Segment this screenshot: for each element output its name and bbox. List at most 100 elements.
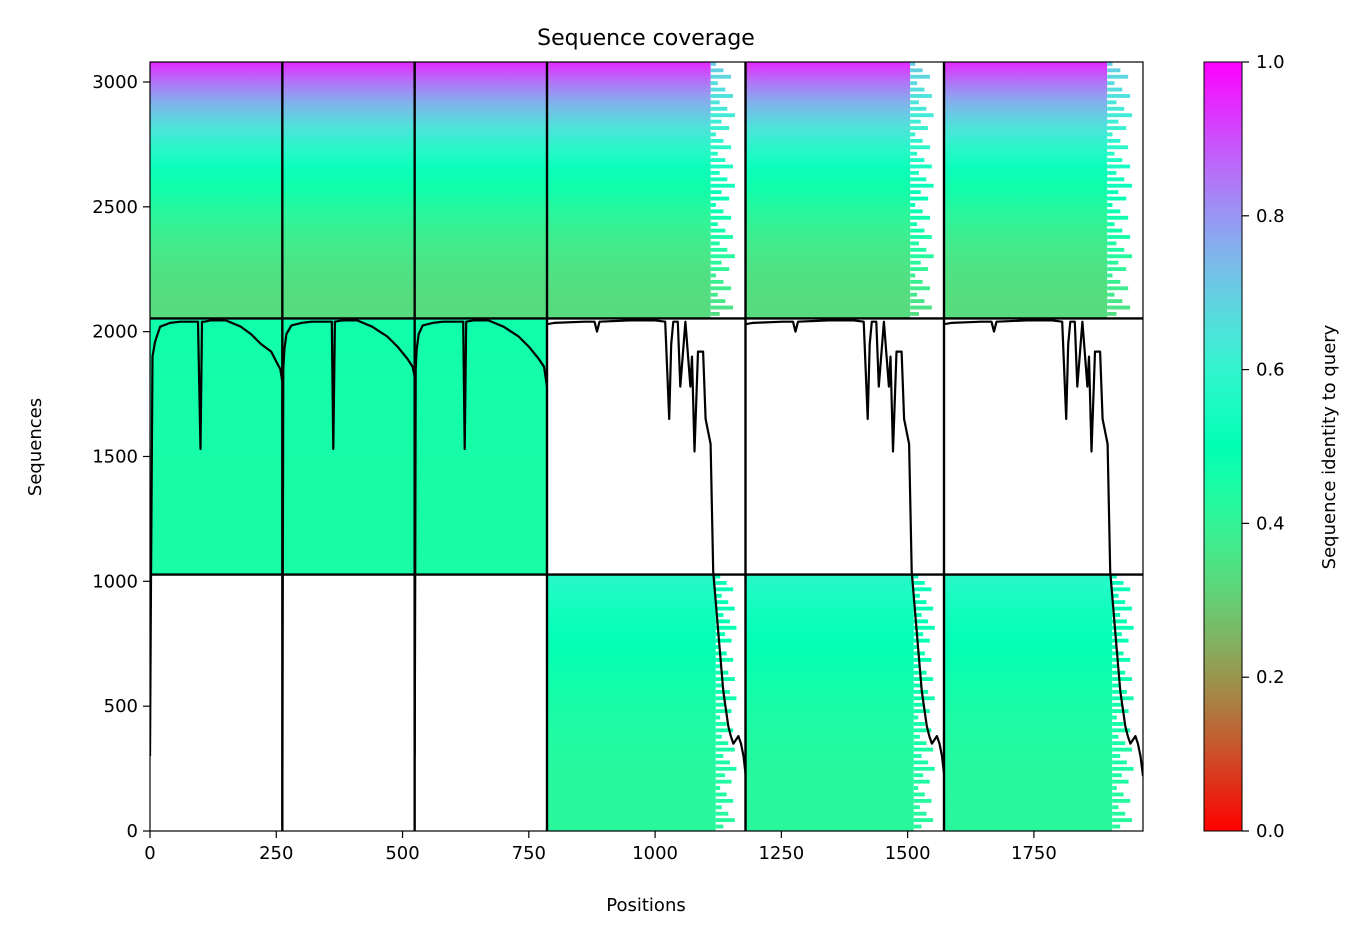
heatmap-fringe bbox=[715, 638, 732, 643]
heatmap-fringe bbox=[715, 766, 737, 771]
heatmap-fringe bbox=[710, 126, 730, 130]
heatmap-fringe bbox=[710, 164, 733, 169]
heatmap-fringe bbox=[715, 625, 737, 630]
heatmap-fringe bbox=[1107, 87, 1123, 92]
y-tick-label: 0 bbox=[127, 821, 138, 842]
heatmap-fringe bbox=[1107, 62, 1113, 66]
heatmap-fringe bbox=[1112, 741, 1126, 746]
heatmap-fringe bbox=[1112, 619, 1127, 624]
heatmap-fringe bbox=[715, 587, 734, 592]
heatmap-fringe bbox=[1112, 677, 1132, 681]
heatmap-fringe bbox=[710, 241, 720, 246]
heatmap-fringe bbox=[1107, 126, 1127, 130]
colorbar-ticks: 0.0 0.2 0.4 0.6 0.8 1.0 bbox=[1242, 52, 1285, 842]
heatmap-fringe bbox=[913, 606, 934, 611]
heatmap-fringe bbox=[715, 818, 735, 823]
heatmap-fringe bbox=[710, 203, 716, 207]
heatmap-fringe bbox=[1112, 734, 1119, 739]
y-tick-label: 1000 bbox=[92, 571, 138, 592]
heatmap-fringe bbox=[1107, 292, 1115, 297]
colorbar-tick-label: 0.4 bbox=[1256, 513, 1285, 534]
y-tick-label: 3000 bbox=[92, 72, 138, 93]
heatmap-fringe bbox=[910, 183, 934, 188]
heatmap-fringe bbox=[1107, 94, 1131, 98]
heatmap-fringe bbox=[1107, 183, 1133, 188]
heatmap-fringe bbox=[910, 170, 919, 175]
heatmap-fringe bbox=[1107, 203, 1113, 207]
heatmap-fringe bbox=[913, 754, 922, 758]
coverage-line bbox=[745, 319, 946, 774]
heatmap-fringe bbox=[1107, 305, 1131, 310]
heatmap-fringe bbox=[910, 241, 919, 246]
heatmap-fringe bbox=[715, 811, 729, 816]
heatmap-fringe bbox=[1112, 811, 1126, 816]
heatmap-fringe bbox=[1107, 247, 1125, 252]
x-tick-label: 250 bbox=[259, 843, 293, 864]
heatmap-fringe bbox=[1107, 74, 1129, 79]
heatmap-fringe bbox=[1107, 81, 1115, 86]
heatmap-fringe bbox=[913, 600, 927, 605]
heatmap-fringe bbox=[710, 286, 732, 291]
heatmap-fringe bbox=[1112, 786, 1117, 790]
heatmap-fringe bbox=[910, 106, 927, 111]
x-axis-label: Positions bbox=[606, 895, 685, 916]
heatmap-fringe bbox=[715, 606, 735, 611]
heatmap-fringe bbox=[710, 94, 733, 98]
heatmap-fringe bbox=[1107, 158, 1123, 163]
colorbar-label: Sequence identity to query bbox=[1319, 324, 1340, 569]
heatmap-fringe bbox=[710, 145, 732, 150]
heatmap-fringe bbox=[1112, 709, 1129, 714]
heatmap-fringe bbox=[910, 247, 927, 252]
heatmap-fringe bbox=[710, 170, 720, 175]
heatmap-fringe bbox=[910, 132, 916, 137]
heatmap-fringe bbox=[913, 760, 929, 765]
heatmap-fringe bbox=[1107, 151, 1115, 156]
heatmap-fringe bbox=[913, 638, 930, 643]
heatmap-fringe bbox=[910, 145, 930, 150]
heatmap-fringe bbox=[1112, 773, 1122, 778]
heatmap-fringe bbox=[1107, 260, 1119, 265]
heatmap-fringe bbox=[710, 190, 722, 195]
heatmap-fringe bbox=[715, 619, 730, 624]
heatmap-fringe bbox=[710, 247, 728, 252]
heatmap-fringe bbox=[910, 203, 916, 207]
heatmap-fringe bbox=[715, 786, 721, 790]
heatmap-fringe bbox=[910, 279, 923, 284]
heatmap-fringe bbox=[715, 709, 732, 714]
coverage-line bbox=[943, 319, 1143, 777]
heatmap-fringe bbox=[1112, 574, 1117, 579]
heatmap-fringe bbox=[910, 177, 927, 182]
heatmap-fringe bbox=[910, 292, 918, 297]
heatmap-fringe bbox=[715, 657, 734, 662]
heatmap-fringe bbox=[913, 683, 922, 688]
heatmap-fringe bbox=[715, 754, 724, 758]
heatmap-block bbox=[282, 62, 415, 319]
heatmap-fringe bbox=[910, 267, 929, 271]
heatmap-fringe bbox=[1112, 696, 1134, 701]
coverage-line bbox=[281, 319, 416, 827]
heatmap-fringe bbox=[913, 741, 927, 746]
plot-frame bbox=[149, 61, 1144, 832]
heatmap-fringe bbox=[1112, 702, 1122, 707]
coverage-line bbox=[546, 319, 747, 774]
heatmap-fringe bbox=[710, 62, 716, 66]
colorbar-tick-label: 1.0 bbox=[1256, 52, 1285, 73]
heatmap-fringe bbox=[1112, 625, 1134, 630]
colorbar: 0.0 0.2 0.4 0.6 0.8 1.0 Sequence identity to … bbox=[1203, 52, 1340, 842]
heatmap-fringe bbox=[1107, 106, 1125, 111]
heatmap-fringe bbox=[910, 190, 921, 195]
heatmap-fringe bbox=[1107, 279, 1121, 284]
heatmap-fringe bbox=[1107, 100, 1117, 105]
heatmap-fringe bbox=[1107, 228, 1123, 233]
coverage-line bbox=[413, 319, 549, 757]
heatmap-fringe bbox=[710, 81, 718, 86]
heatmap-fringe bbox=[710, 138, 724, 143]
heatmap-fringe bbox=[710, 209, 724, 214]
heatmap-block bbox=[745, 574, 914, 831]
heatmap-fringe bbox=[913, 734, 920, 739]
heatmap-fringe bbox=[1112, 792, 1124, 797]
heatmap-fringe bbox=[1112, 798, 1131, 803]
heatmap-fringe bbox=[910, 215, 930, 220]
heatmap-fringe bbox=[1112, 715, 1117, 720]
